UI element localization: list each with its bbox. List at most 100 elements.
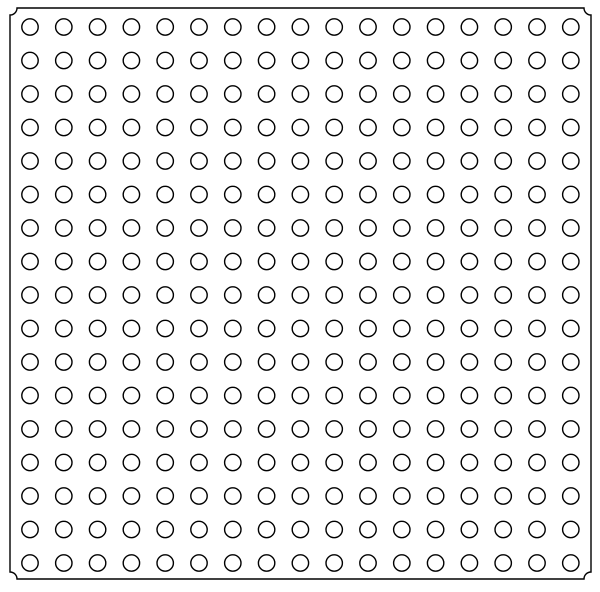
hole [56, 186, 72, 202]
hole [360, 354, 376, 370]
hole [529, 86, 545, 102]
hole [563, 52, 579, 68]
hole [427, 86, 443, 102]
hole [157, 119, 173, 135]
hole [292, 19, 308, 35]
hole [258, 86, 274, 102]
hole [22, 488, 38, 504]
hole [157, 320, 173, 336]
hole [123, 220, 139, 236]
hole [56, 320, 72, 336]
hole [22, 52, 38, 68]
hole [292, 521, 308, 537]
hole [22, 86, 38, 102]
hole [123, 488, 139, 504]
hole [461, 186, 477, 202]
hole [89, 220, 105, 236]
hole [461, 287, 477, 303]
hole [157, 454, 173, 470]
hole [495, 521, 511, 537]
hole [225, 555, 241, 571]
hole [495, 119, 511, 135]
hole [292, 287, 308, 303]
hole [225, 153, 241, 169]
hole [89, 521, 105, 537]
hole [529, 119, 545, 135]
hole [326, 119, 342, 135]
hole [529, 555, 545, 571]
hole [191, 421, 207, 437]
hole [563, 521, 579, 537]
hole [427, 521, 443, 537]
hole [157, 186, 173, 202]
hole [326, 186, 342, 202]
hole [495, 19, 511, 35]
hole [89, 153, 105, 169]
hole [258, 421, 274, 437]
hole [157, 354, 173, 370]
hole [123, 186, 139, 202]
hole [461, 387, 477, 403]
hole [89, 387, 105, 403]
hole [461, 19, 477, 35]
hole [495, 354, 511, 370]
hole [22, 253, 38, 269]
hole [529, 354, 545, 370]
hole [427, 52, 443, 68]
hole [394, 555, 410, 571]
hole [394, 287, 410, 303]
hole [529, 153, 545, 169]
hole [123, 119, 139, 135]
hole [191, 19, 207, 35]
hole [563, 220, 579, 236]
hole [563, 119, 579, 135]
hole [394, 488, 410, 504]
hole [22, 320, 38, 336]
hole [225, 320, 241, 336]
hole [461, 119, 477, 135]
hole [326, 220, 342, 236]
hole [22, 19, 38, 35]
hole [89, 354, 105, 370]
hole [292, 354, 308, 370]
hole [427, 387, 443, 403]
hole [157, 153, 173, 169]
hole [292, 52, 308, 68]
hole [56, 387, 72, 403]
hole [157, 220, 173, 236]
hole [258, 19, 274, 35]
hole [495, 220, 511, 236]
hole [326, 354, 342, 370]
hole [292, 153, 308, 169]
hole [22, 421, 38, 437]
hole [225, 287, 241, 303]
hole [89, 86, 105, 102]
hole [225, 220, 241, 236]
hole [89, 52, 105, 68]
hole [427, 421, 443, 437]
hole [495, 421, 511, 437]
hole [89, 19, 105, 35]
hole [461, 320, 477, 336]
hole [225, 86, 241, 102]
hole [495, 186, 511, 202]
hole [89, 320, 105, 336]
hole [394, 387, 410, 403]
hole [360, 52, 376, 68]
hole [563, 19, 579, 35]
hole [89, 555, 105, 571]
hole [529, 52, 545, 68]
hole [360, 320, 376, 336]
hole [258, 119, 274, 135]
hole [123, 287, 139, 303]
perforated-panel-diagram [0, 0, 600, 592]
hole [56, 454, 72, 470]
hole [360, 119, 376, 135]
hole [461, 86, 477, 102]
hole [22, 387, 38, 403]
hole [191, 521, 207, 537]
hole [461, 220, 477, 236]
hole [563, 421, 579, 437]
hole [360, 287, 376, 303]
hole [292, 488, 308, 504]
